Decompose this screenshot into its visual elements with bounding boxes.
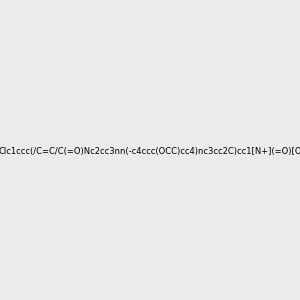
- Text: Clc1ccc(/C=C/C(=O)Nc2cc3nn(-c4ccc(OCC)cc4)nc3cc2C)cc1[N+](=O)[O-]: Clc1ccc(/C=C/C(=O)Nc2cc3nn(-c4ccc(OCC)cc…: [0, 147, 300, 156]
